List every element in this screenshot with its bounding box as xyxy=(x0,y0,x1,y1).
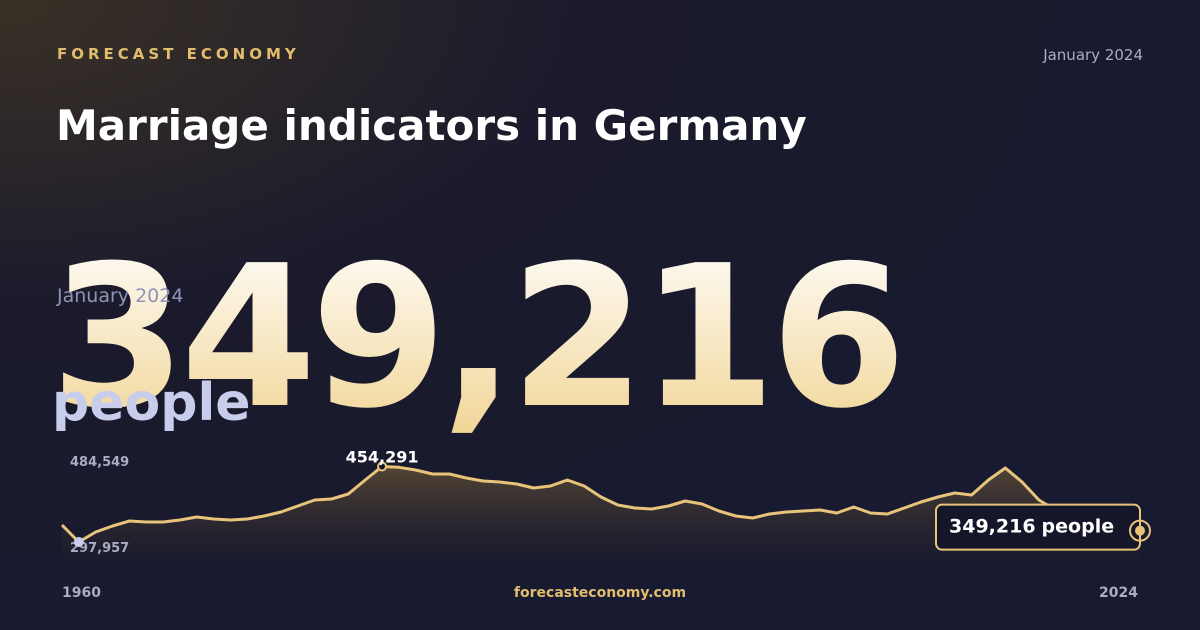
footer: forecasteconomy.com xyxy=(514,585,686,601)
min-marker xyxy=(73,536,84,547)
y-tick-label: 484,549 xyxy=(70,455,129,470)
value-label: 454,291 xyxy=(346,447,419,466)
chart-title: Marriage indicators in Germany xyxy=(56,101,807,150)
end-unit: people xyxy=(1042,516,1115,538)
headline-unit: people xyxy=(52,373,251,433)
x-tick-label: 1960 xyxy=(62,585,101,601)
line xyxy=(60,465,1141,544)
x-tick-label: 2024 xyxy=(1099,585,1138,601)
end-marker xyxy=(1135,525,1145,536)
y-tick-label: 297,957 xyxy=(70,541,129,556)
area xyxy=(62,466,1140,565)
peak-marker xyxy=(377,461,388,472)
headline-date: January 2024 xyxy=(56,285,183,307)
headline-value: 349,216 xyxy=(50,224,901,452)
brand: FORECAST ECONOMY xyxy=(57,45,300,63)
end-ring xyxy=(1129,519,1151,542)
date: January 2024 xyxy=(1042,46,1143,64)
end-value: 349,216 xyxy=(949,516,1036,538)
plot: 297,957 484,549 1960 2024 454,291 349,216 peop… xyxy=(60,447,1151,601)
end-label: 349,216 people xyxy=(949,516,1114,538)
